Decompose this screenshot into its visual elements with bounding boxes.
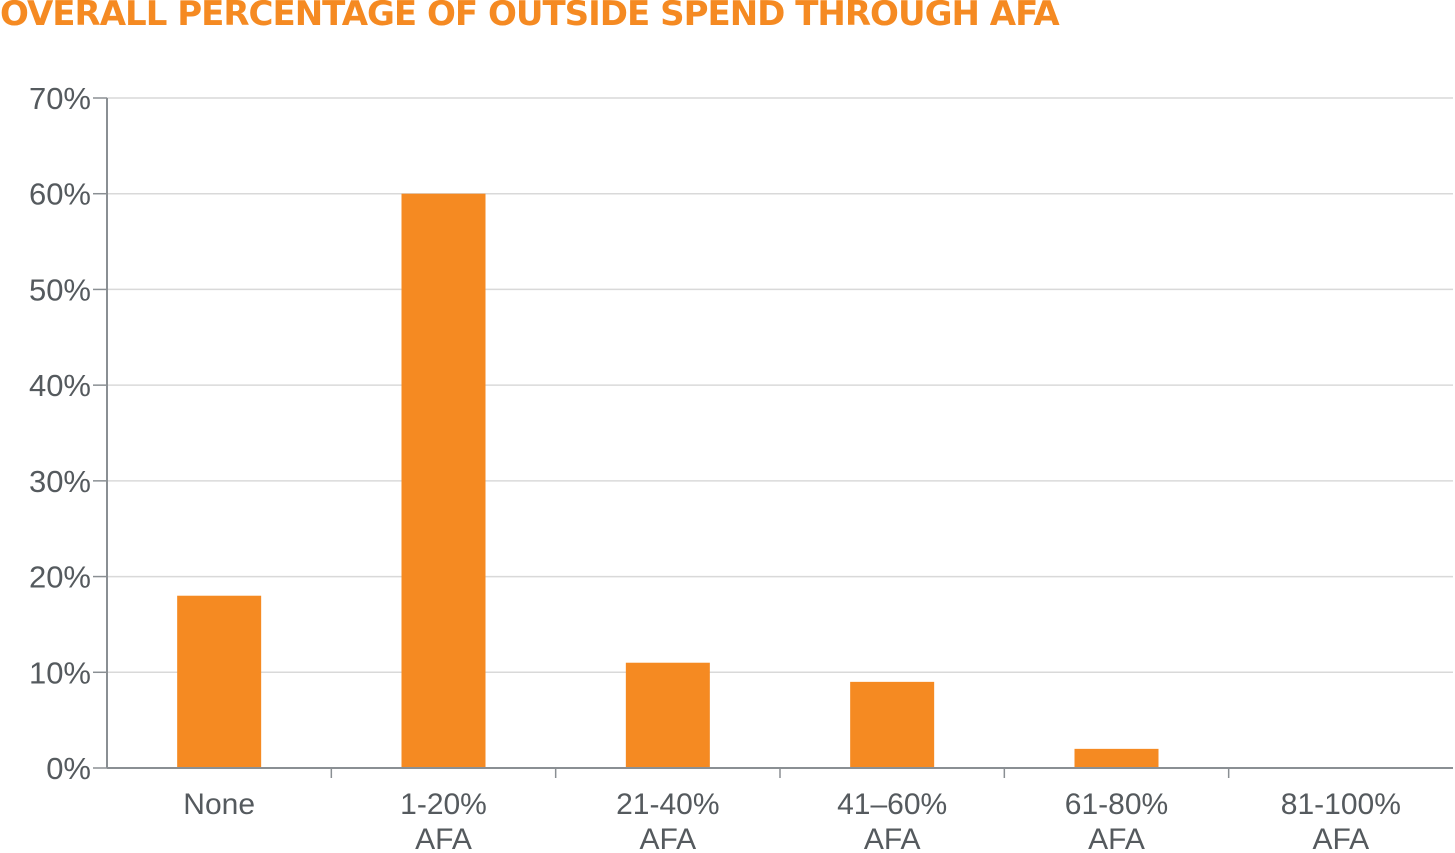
bar <box>177 595 262 768</box>
chart-title: OVERALL PERCENTAGE OF OUTSIDE SPEND THRO… <box>0 0 1060 34</box>
bar <box>850 681 935 768</box>
y-tick-label: 50% <box>29 272 91 307</box>
y-tick-label: 70% <box>29 81 91 116</box>
y-tick-label: 30% <box>29 464 91 499</box>
bars <box>177 193 1159 768</box>
x-tick-label: None <box>183 788 255 821</box>
y-tick-label: 40% <box>29 368 91 403</box>
y-tick-label: 0% <box>46 751 91 786</box>
y-tick-label: 60% <box>29 177 91 212</box>
x-tick-label: 61-80% AFA <box>1065 788 1168 853</box>
grid-lines <box>107 97 1453 674</box>
y-tick-label: 20% <box>29 560 91 595</box>
axes <box>106 98 1453 769</box>
x-axis-ticks: None 1-20% AFA 21-40% AFA 41–60% AFA 61-80% AFA 8… <box>183 768 1401 853</box>
y-axis-ticks: 0% 10% 20% 30% 40% 50% 60% 70% <box>29 81 107 786</box>
y-tick-label: 10% <box>29 655 91 690</box>
x-tick-label: 21-40% AFA <box>616 788 719 853</box>
bar <box>401 193 486 768</box>
bar <box>625 662 710 768</box>
x-tick-label: 1-20% AFA <box>400 788 487 853</box>
x-tick-label: 41–60% AFA <box>837 788 947 853</box>
x-tick-label: 81-100% AFA <box>1281 788 1401 853</box>
bar <box>1074 748 1159 768</box>
